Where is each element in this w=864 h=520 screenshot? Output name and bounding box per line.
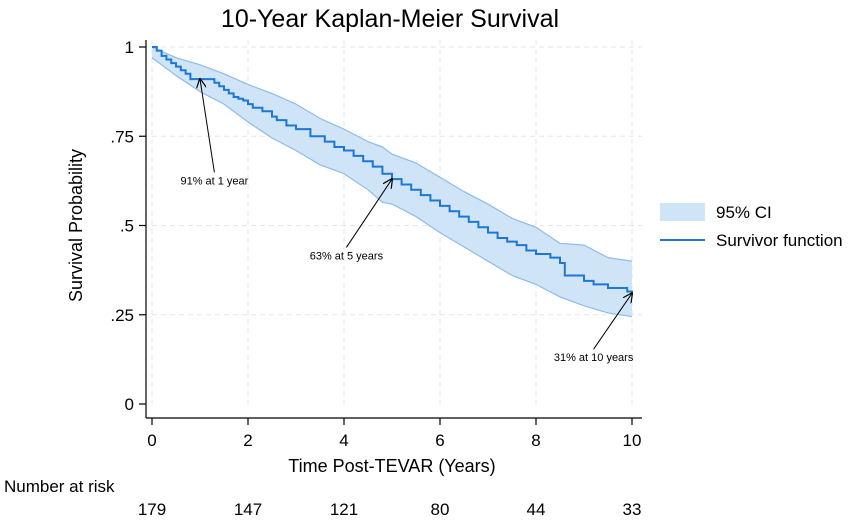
legend-label: 95% CI (716, 203, 772, 222)
x-tick-label: 2 (243, 431, 252, 450)
risk-table-title: Number at risk (4, 477, 115, 496)
y-tick-label: .25 (110, 306, 134, 325)
risk-count: 121 (330, 500, 358, 519)
annotation-label: 91% at 1 year (180, 175, 248, 187)
annotation-label: 63% at 5 years (310, 250, 384, 262)
annotations: 91% at 1 year 63% at 5 years 31% at 10 yea… (180, 79, 634, 364)
y-tick-label: .75 (110, 127, 134, 146)
annotation-arrow (200, 79, 215, 173)
x-tick-label: 10 (623, 431, 642, 450)
legend-swatch-ci (660, 203, 705, 221)
y-tick-label: .5 (120, 217, 134, 236)
y-tick-label: 1 (125, 38, 134, 57)
x-tick-label: 8 (531, 431, 540, 450)
risk-table: Number at risk 179 147 121 80 44 33 (4, 477, 641, 519)
x-tick-label: 6 (435, 431, 444, 450)
ci-upper-line (151, 46, 633, 262)
x-tick-label: 0 (147, 431, 156, 450)
annotation-arrow (593, 293, 632, 350)
ci-lower-line (151, 57, 633, 318)
y-tick-label: 0 (125, 395, 134, 414)
risk-count: 147 (234, 500, 262, 519)
risk-count: 44 (527, 500, 546, 519)
annotation-arrow (345, 179, 392, 248)
chart-title: 10-Year Kaplan-Meier Survival (221, 5, 559, 33)
survivor-function-line (152, 46, 633, 294)
legend-label: Survivor function (716, 231, 843, 250)
survival-curve-group (152, 46, 633, 294)
legend: 95% CI Survivor function (660, 203, 843, 250)
risk-count: 179 (138, 500, 166, 519)
annotation-label: 31% at 10 years (554, 352, 634, 364)
x-axis-title: Time Post-TEVAR (Years) (288, 456, 495, 476)
risk-count: 80 (431, 500, 450, 519)
risk-count: 33 (623, 500, 642, 519)
y-axis-title: Survival Probability (66, 149, 86, 302)
x-tick-label: 4 (339, 431, 348, 450)
